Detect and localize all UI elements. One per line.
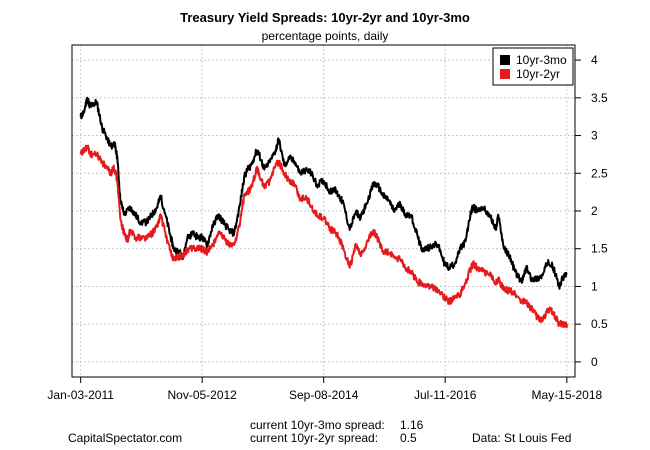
- y-tick-label: 2.5: [591, 166, 608, 180]
- legend-swatch: [500, 69, 510, 79]
- legend-label: 10yr-3mo: [516, 53, 567, 67]
- current-3mo-value: 1.16: [400, 418, 424, 432]
- y-tick-label: 3: [591, 129, 598, 143]
- data-source: Data: St Louis Fed: [472, 431, 572, 445]
- x-tick-label: Sep-08-2014: [289, 388, 359, 402]
- x-tick-label: Jul-11-2016: [414, 388, 477, 402]
- current-3mo-label: current 10yr-3mo spread:: [250, 418, 385, 432]
- y-tick-label: 1.5: [591, 242, 608, 256]
- y-tick-label: 0.5: [591, 317, 608, 331]
- x-tick-label: Nov-05-2012: [167, 388, 237, 402]
- y-tick-label: 4: [591, 53, 598, 67]
- chart-subtitle: percentage points, daily: [261, 29, 389, 43]
- legend-label: 10yr-2yr: [516, 67, 560, 81]
- legend-swatch: [500, 55, 510, 65]
- plot-frame: [71, 44, 576, 378]
- y-tick-label: 3.5: [591, 91, 608, 105]
- site-credit: CapitalSpectator.com: [68, 431, 183, 445]
- series-line-10yr-2yr: [79, 144, 568, 329]
- y-tick-label: 0: [591, 355, 598, 369]
- x-tick-label: May-15-2018: [532, 388, 603, 402]
- series-line-10yr-3mo: [79, 96, 568, 290]
- current-2yr-value: 0.5: [400, 431, 417, 445]
- x-tick-label: Jan-03-2011: [47, 388, 114, 402]
- current-2yr-label: current 10yr-2yr spread:: [250, 431, 379, 445]
- chart-title: Treasury Yield Spreads: 10yr-2yr and 10y…: [180, 10, 470, 25]
- y-tick-label: 1: [591, 279, 598, 293]
- y-tick-label: 2: [591, 204, 598, 218]
